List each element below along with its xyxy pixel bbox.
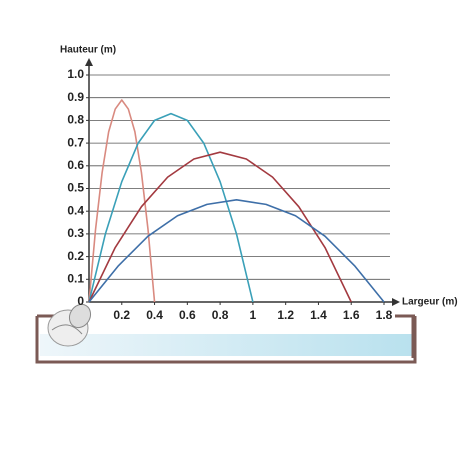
y-tick-label: 0.4: [67, 203, 84, 217]
y-tick-label: 0: [77, 294, 84, 308]
x-tick-label: 1.8: [376, 308, 393, 322]
y-tick-label: 0.6: [67, 158, 84, 172]
y-tick-label: 0.7: [67, 135, 84, 149]
trajectory: [88, 99, 156, 303]
x-tick-label: 1.4: [310, 308, 327, 322]
x-tick-label: 0.8: [212, 308, 229, 322]
trajectory: [88, 199, 385, 303]
x-tick-label: 1: [250, 308, 257, 322]
x-tick-label: 0.4: [146, 308, 163, 322]
y-tick-label: 1.0: [67, 67, 84, 81]
y-arrow: [85, 58, 93, 66]
y-axis-label: Hauteur (m): [60, 45, 116, 56]
y-tick-label: 0.8: [67, 113, 84, 127]
nozzle: [47, 303, 92, 347]
x-tick-label: 0.6: [179, 308, 196, 322]
x-axis-label: Largeur (m): [402, 297, 458, 308]
x-tick-label: 0.2: [113, 308, 130, 322]
y-tick-label: 0.9: [67, 90, 84, 104]
x-tick-label: 1.6: [343, 308, 360, 322]
trajectory: [88, 112, 254, 303]
y-tick-label: 0.1: [67, 271, 84, 285]
y-tick-label: 0.5: [67, 181, 84, 195]
y-tick-label: 0.2: [67, 249, 84, 263]
water: [40, 334, 412, 356]
x-tick-label: 1.2: [277, 308, 294, 322]
y-tick-label: 0.3: [67, 226, 84, 240]
trajectory: [88, 151, 352, 303]
x-arrow: [392, 298, 400, 306]
